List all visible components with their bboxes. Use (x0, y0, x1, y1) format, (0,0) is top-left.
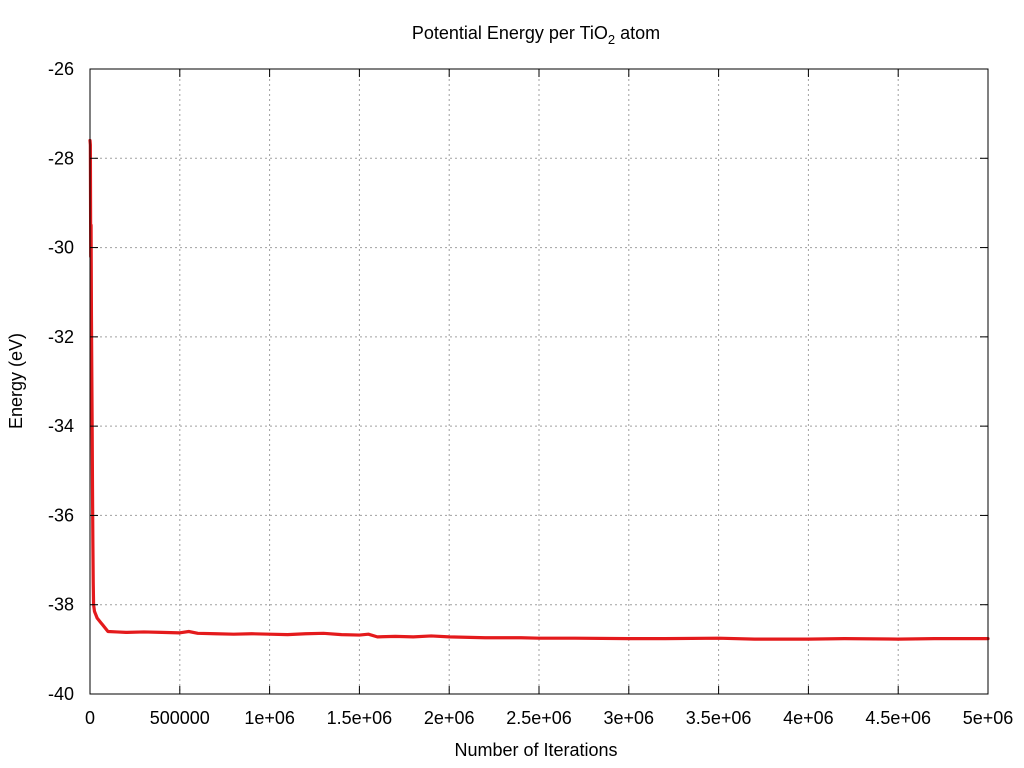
energy-series-line (88, 138, 990, 641)
label-layer: 0 500000 1e+06 1.5e+06 2e+06 2.5e+06 3e+06 3.5e… (48, 59, 1013, 728)
y-axis-title: Energy (eV) (6, 333, 26, 429)
x-axis-title: Number of Iterations (454, 740, 617, 760)
y-tick-label: -32 (48, 327, 74, 347)
chart-title: Potential Energy per TiO2 atom (412, 23, 660, 47)
x-tick-label: 2e+06 (424, 708, 475, 728)
y-tick-label: -34 (48, 416, 74, 436)
x-tick-label: 4e+06 (783, 708, 834, 728)
x-tick-label: 4.5e+06 (865, 708, 931, 728)
series-layer (88, 138, 990, 641)
grid-layer (90, 69, 988, 694)
x-tick-label: 3e+06 (604, 708, 655, 728)
x-tick-label: 2.5e+06 (506, 708, 572, 728)
x-tick-label: 1.5e+06 (327, 708, 393, 728)
x-tick-label: 0 (85, 708, 95, 728)
y-tick-label: -36 (48, 505, 74, 525)
y-tick-label: -38 (48, 595, 74, 615)
x-tick-label: 500000 (150, 708, 210, 728)
y-tick-label: -26 (48, 59, 74, 79)
tick-layer (89, 68, 989, 695)
y-tick-label: -30 (48, 238, 74, 258)
y-tick-label: -40 (48, 684, 74, 704)
x-tick-label: 3.5e+06 (686, 708, 752, 728)
y-tick-label: -28 (48, 148, 74, 168)
x-tick-label: 5e+06 (963, 708, 1014, 728)
x-tick-label: 1e+06 (244, 708, 295, 728)
